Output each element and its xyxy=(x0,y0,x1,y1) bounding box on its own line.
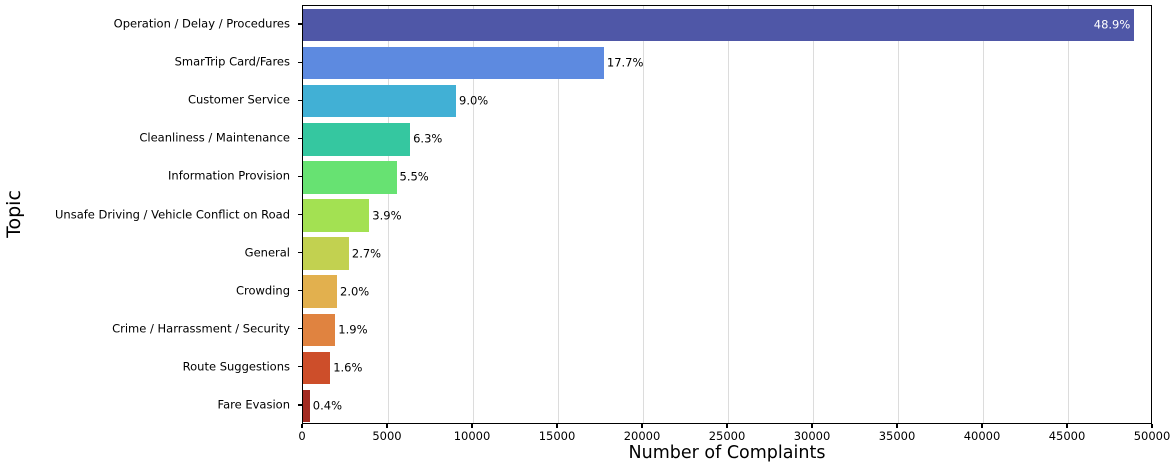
x-axis-tick xyxy=(896,424,898,428)
category-label: SmarTrip Card/Fares xyxy=(174,54,290,69)
x-axis-tick-label: 20000 xyxy=(623,429,661,443)
x-axis-title: Number of Complaints xyxy=(628,443,826,463)
x-axis-tick xyxy=(1151,424,1153,428)
y-axis-tick xyxy=(298,328,302,330)
bar xyxy=(303,161,397,194)
x-axis-tick-label: 0 xyxy=(298,429,306,443)
bar-value-label: 1.6% xyxy=(333,360,363,375)
bar-value-label: 3.9% xyxy=(372,207,402,222)
gridline xyxy=(473,6,474,423)
x-axis-tick xyxy=(726,424,728,428)
y-axis-tick xyxy=(298,137,302,139)
bar xyxy=(303,123,411,156)
y-axis-tick xyxy=(298,213,302,216)
y-axis-tick xyxy=(298,175,302,177)
gridline xyxy=(813,6,814,423)
bar xyxy=(303,351,331,385)
y-axis-tick xyxy=(298,99,302,101)
bar xyxy=(303,275,337,308)
x-axis-tick xyxy=(1066,424,1068,428)
category-label: Crowding xyxy=(235,283,290,298)
x-axis-tick-label: 45000 xyxy=(1048,429,1086,443)
category-label: Customer Service xyxy=(187,92,290,107)
bar-value-label: 2.7% xyxy=(351,245,382,260)
bar xyxy=(303,237,349,270)
bar-value-label: 6.3% xyxy=(413,131,443,146)
x-axis-tick-label: 50000 xyxy=(1133,429,1170,443)
category-label: Information Provision xyxy=(168,169,290,184)
x-axis-tick xyxy=(471,424,473,428)
bar-value-label: 5.5% xyxy=(399,169,429,184)
category-label: Unsafe Driving / Vehicle Conflict on Roa… xyxy=(55,207,290,222)
category-label: Route Suggestions xyxy=(182,359,290,374)
x-axis-tick-label: 5000 xyxy=(372,429,402,443)
x-axis-tick-label: 10000 xyxy=(453,429,491,443)
bar xyxy=(303,389,310,423)
x-axis-tick xyxy=(811,424,813,428)
y-axis-tick xyxy=(298,404,302,406)
gridline xyxy=(1068,6,1069,423)
x-axis-tick-label: 25000 xyxy=(708,429,746,443)
gridline xyxy=(643,6,644,423)
bar-value-label: 2.0% xyxy=(340,283,370,298)
bar xyxy=(303,199,370,232)
y-axis-category-labels: Operation / Delay / Procedures SmarTrip C… xyxy=(0,5,302,424)
x-axis-tick-label: 30000 xyxy=(793,429,831,443)
x-axis-tick-label: 40000 xyxy=(963,429,1001,443)
gridline xyxy=(388,6,389,423)
y-axis-tick xyxy=(298,290,302,292)
x-axis-tick xyxy=(981,424,983,428)
x-axis-tick xyxy=(386,424,388,428)
y-axis-tick xyxy=(298,366,302,368)
category-label: Cleanliness / Maintenance xyxy=(139,130,290,145)
gridline xyxy=(898,6,899,423)
category-label: Operation / Delay / Procedures xyxy=(113,16,290,31)
y-axis-tick xyxy=(298,23,302,25)
bar xyxy=(303,313,336,347)
x-axis-tick-label: 35000 xyxy=(878,429,916,443)
x-axis-tick xyxy=(301,424,303,428)
bar-value-label: 1.9% xyxy=(338,322,368,337)
category-label: Fare Evasion xyxy=(217,397,290,412)
y-axis-tick xyxy=(298,252,302,254)
bar-value-label: 0.4% xyxy=(312,398,343,413)
bar-value-label: 48.9% xyxy=(1093,17,1131,32)
category-label: General xyxy=(244,245,290,260)
y-axis-tick xyxy=(298,61,302,63)
bar-value-label: 17.7% xyxy=(606,55,644,70)
category-label: Crime / Harrassment / Security xyxy=(112,321,290,336)
bar-value-label: 9.0% xyxy=(459,93,489,108)
bar xyxy=(303,8,1135,42)
gridline xyxy=(983,6,984,423)
gridline xyxy=(728,6,729,423)
bar xyxy=(303,84,456,118)
x-axis-tick-label: 15000 xyxy=(538,429,576,443)
x-axis-tick xyxy=(556,424,558,428)
y-axis-title: Topic xyxy=(3,190,25,238)
plot-area: 48.9% 17.7% 9.0% 6.3% 5.5% 3.9% 2.7% 2.0% 1.9% 1.… xyxy=(302,5,1152,424)
bar xyxy=(303,46,604,80)
x-axis-tick xyxy=(641,424,643,428)
gridline xyxy=(558,6,559,423)
